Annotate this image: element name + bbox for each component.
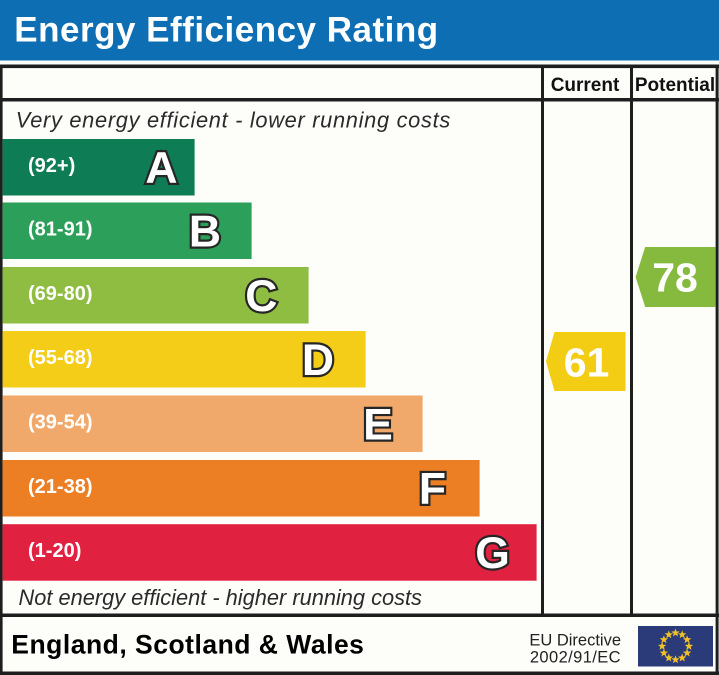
svg-text:2002/91/EC: 2002/91/EC (530, 648, 621, 666)
svg-text:F: F (419, 465, 446, 514)
svg-text:B: B (189, 208, 221, 257)
svg-text:England, Scotland & Wales: England, Scotland & Wales (11, 630, 364, 660)
svg-text:Energy Efficiency Rating: Energy Efficiency Rating (14, 11, 438, 50)
svg-text:Potential: Potential (635, 75, 715, 96)
svg-text:78: 78 (652, 255, 698, 301)
svg-text:(81-91): (81-91) (28, 219, 92, 241)
svg-text:(92+): (92+) (28, 155, 75, 177)
svg-text:(69-80): (69-80) (28, 283, 92, 305)
svg-text:EU Directive: EU Directive (529, 631, 621, 649)
svg-text:Very energy efficient - lower: Very energy efficient - lower running co… (16, 107, 451, 132)
svg-text:A: A (145, 144, 177, 193)
svg-text:Current: Current (551, 75, 620, 96)
svg-text:(55-68): (55-68) (28, 347, 92, 369)
svg-text:(1-20): (1-20) (28, 540, 81, 562)
svg-text:(21-38): (21-38) (28, 476, 92, 498)
svg-text:D: D (302, 336, 334, 385)
svg-text:Not energy efficient - higher: Not energy efficient - higher running co… (19, 585, 423, 610)
svg-text:G: G (475, 529, 510, 578)
svg-text:(39-54): (39-54) (28, 412, 92, 434)
svg-text:61: 61 (564, 340, 610, 386)
svg-text:E: E (363, 401, 393, 450)
svg-text:C: C (245, 272, 277, 321)
